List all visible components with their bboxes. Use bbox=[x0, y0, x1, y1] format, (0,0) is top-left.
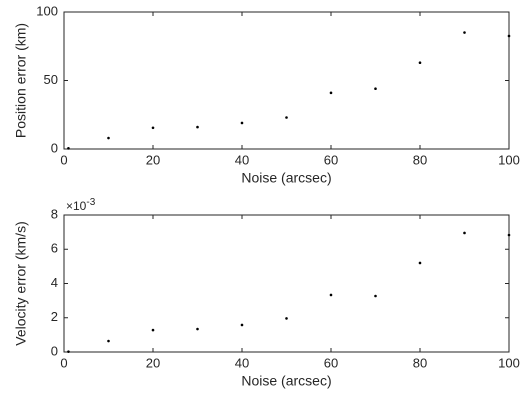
y-tick-label: 8 bbox=[51, 206, 58, 221]
x-tick-label: 100 bbox=[498, 152, 520, 167]
x-tick-label: 20 bbox=[146, 355, 160, 370]
x-tick-label: 40 bbox=[235, 152, 249, 167]
data-point bbox=[507, 233, 511, 237]
axes-frame bbox=[63, 11, 510, 150]
data-point bbox=[374, 87, 377, 91]
x-axis-label: Noise (arcsec) bbox=[241, 170, 331, 186]
data-point bbox=[151, 328, 155, 332]
x-tick-label: 80 bbox=[413, 355, 427, 370]
data-point bbox=[374, 294, 377, 298]
y-tick-label: 50 bbox=[44, 72, 58, 87]
x-tick-label: 80 bbox=[413, 152, 427, 167]
x-axis-label: Noise (arcsec) bbox=[241, 373, 331, 389]
data-point bbox=[285, 317, 288, 320]
y-axis-label: Velocity error (km/s) bbox=[13, 221, 29, 345]
y-tick-label: 6 bbox=[51, 241, 58, 256]
data-point bbox=[107, 136, 110, 140]
data-point bbox=[418, 261, 422, 265]
x-tick-label: 100 bbox=[498, 355, 520, 370]
x-tick-label: 60 bbox=[324, 152, 338, 167]
y-axis-label: Position error (km) bbox=[13, 23, 29, 138]
axes-frame bbox=[63, 214, 510, 353]
data-point bbox=[67, 147, 70, 150]
multiplier-exponent: -3 bbox=[86, 197, 95, 208]
x-tick-label: 0 bbox=[60, 152, 67, 167]
y-tick-label: 4 bbox=[51, 275, 58, 290]
x-tick-label: 0 bbox=[60, 355, 67, 370]
data-point bbox=[107, 339, 110, 343]
data-point bbox=[151, 126, 155, 130]
data-point bbox=[196, 125, 199, 129]
y-tick-label: 0 bbox=[51, 343, 58, 358]
data-point bbox=[463, 31, 466, 34]
multiplier-base: ×10 bbox=[66, 199, 87, 213]
data-point bbox=[329, 91, 333, 95]
data-point bbox=[196, 327, 199, 331]
x-tick-label: 40 bbox=[235, 355, 249, 370]
data-point bbox=[463, 231, 466, 235]
y-tick-label: 0 bbox=[51, 140, 58, 155]
data-point bbox=[285, 116, 288, 119]
x-tick-label: 20 bbox=[146, 152, 160, 167]
data-point bbox=[240, 323, 244, 327]
data-point bbox=[418, 61, 422, 64]
data-point bbox=[240, 121, 244, 125]
data-point bbox=[67, 350, 70, 353]
data-point bbox=[329, 293, 333, 297]
y-tick-label: 100 bbox=[36, 3, 58, 18]
axis-multiplier: ×10-3 bbox=[66, 197, 96, 214]
y-tick-label: 2 bbox=[51, 309, 58, 324]
x-tick-label: 60 bbox=[324, 355, 338, 370]
data-point bbox=[507, 34, 511, 38]
